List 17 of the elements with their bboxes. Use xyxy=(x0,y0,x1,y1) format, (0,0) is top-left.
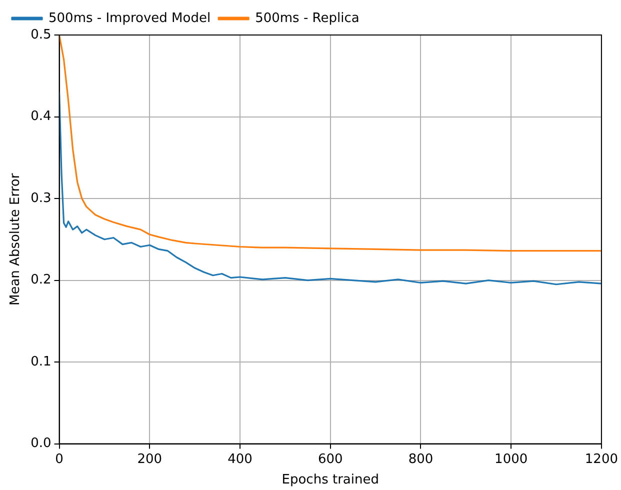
y-tick-label: 0.4 xyxy=(30,109,52,124)
y-tick-label: 0.2 xyxy=(30,272,52,288)
x-tick-label: 0 xyxy=(55,452,64,467)
legend-label: 500ms - Improved Model xyxy=(48,10,211,26)
x-tick-label: 1000 xyxy=(494,452,528,467)
x-tick-label: 600 xyxy=(318,452,343,467)
x-tick-label: 400 xyxy=(228,452,252,467)
y-axis-title: Mean Absolute Error xyxy=(8,172,24,306)
y-tick-label: 0.3 xyxy=(30,190,52,206)
x-tick-label: 800 xyxy=(408,452,434,467)
y-tick-label: 0.5 xyxy=(30,27,52,42)
x-axis-title: Epochs trained xyxy=(282,472,379,488)
y-tick-label: 0.1 xyxy=(30,354,52,370)
x-tick-label: 1200 xyxy=(584,452,618,467)
legend-label: 500ms - Replica xyxy=(255,10,360,26)
y-tick-label: 0.0 xyxy=(30,436,52,452)
x-tick-label: 200 xyxy=(137,452,162,467)
